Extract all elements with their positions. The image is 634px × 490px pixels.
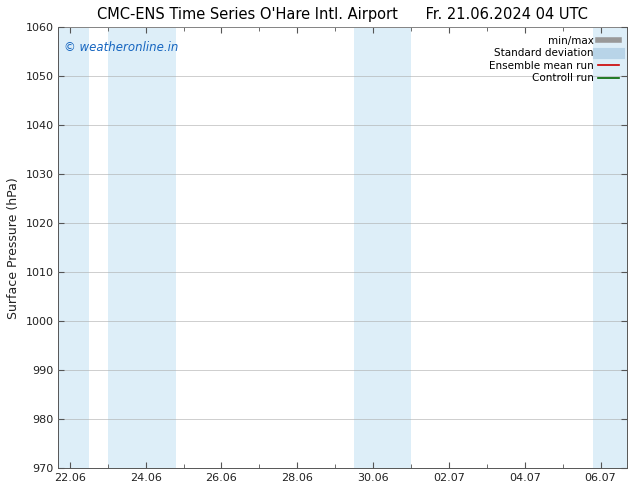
Text: © weatheronline.in: © weatheronline.in	[64, 41, 179, 53]
Y-axis label: Surface Pressure (hPa): Surface Pressure (hPa)	[7, 177, 20, 318]
Bar	[593, 27, 627, 468]
Legend: min/max, Standard deviation, Ensemble mean run, Controll run: min/max, Standard deviation, Ensemble me…	[486, 32, 622, 87]
Title: CMC-ENS Time Series O'Hare Intl. Airport      Fr. 21.06.2024 04 UTC: CMC-ENS Time Series O'Hare Intl. Airport…	[98, 7, 588, 22]
Bar	[58, 27, 89, 468]
Bar	[354, 27, 411, 468]
Bar	[108, 27, 176, 468]
